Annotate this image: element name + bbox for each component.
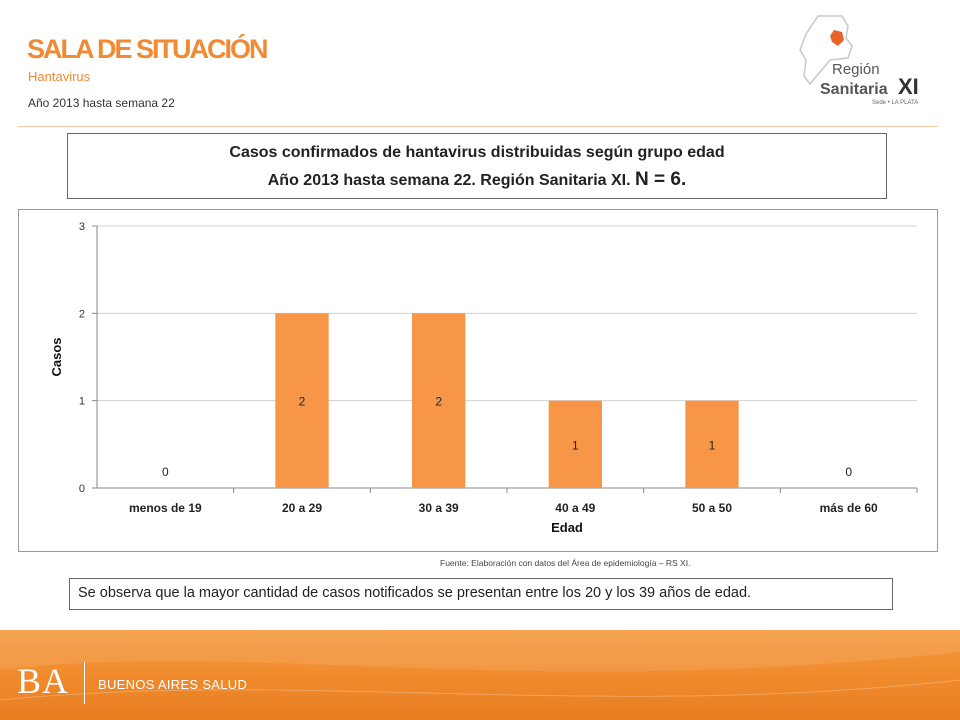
- bar: [275, 313, 329, 488]
- observation-text: Se observa que la mayor cantidad de caso…: [78, 585, 752, 601]
- data-label: 1: [709, 438, 716, 452]
- x-tick-label: 30 a 39: [419, 501, 459, 515]
- bar: [412, 313, 466, 488]
- data-label: 0: [845, 465, 852, 479]
- x-axis-label: Edad: [551, 520, 583, 535]
- chart-title: Casos confirmados de hantavirus distribu…: [229, 144, 725, 161]
- data-label: 1: [572, 438, 579, 452]
- x-tick-label: 20 a 29: [282, 501, 322, 515]
- y-axis-label: Casos: [49, 337, 64, 376]
- province-map-icon: [799, 15, 853, 86]
- chart-frame: 0 1 2 3 0 menos de 19 2 20 a 29 2 30 a 39 1 40 a 49…: [18, 209, 938, 552]
- footer-brand: BA: [17, 661, 70, 701]
- observation-box: Se observa que la mayor cantidad de caso…: [69, 578, 893, 610]
- bar-chart: 0 1 2 3 0 menos de 19 2 20 a 29 2 30 a 39 1 40 a 49…: [49, 221, 918, 535]
- chart-title-line2: Año 2013 hasta semana 22. Región Sanitar…: [68, 169, 886, 191]
- chart-title-n: N = 6.: [635, 169, 687, 190]
- region-highlight-icon: [830, 30, 844, 46]
- page-subtitle: Hantavirus: [28, 69, 91, 84]
- logo-line1: Región: [832, 61, 880, 78]
- chart-title-box: Casos confirmados de hantavirus distribu…: [67, 133, 887, 199]
- region-logo: Región Sanitaria XI Sede • LA PLATA: [799, 15, 919, 106]
- source-note: Fuente: Elaboración con datos del Área d…: [440, 558, 691, 568]
- y-tick-label: 3: [79, 221, 85, 233]
- logo-tagline: Sede • LA PLATA: [872, 100, 918, 106]
- footer: BA BUENOS AIRES SALUD: [0, 630, 960, 720]
- footer-wave-decoration: [0, 630, 960, 701]
- page-period: Año 2013 hasta semana 22: [28, 96, 175, 110]
- x-tick-label: menos de 19: [129, 501, 202, 515]
- data-label: 2: [435, 395, 442, 409]
- y-tick-label: 2: [79, 308, 85, 320]
- bar: [548, 400, 602, 488]
- footer-org-name: BUENOS AIRES SALUD: [98, 677, 248, 692]
- logo-line2: Sanitaria: [820, 81, 888, 98]
- page-title: SALA DE SITUACIÓN: [27, 34, 269, 64]
- x-tick-label: más de 60: [820, 501, 878, 515]
- y-tick-label: 0: [79, 483, 85, 495]
- footer-divider: [84, 662, 85, 704]
- logo-numeral: XI: [898, 74, 919, 99]
- bar: [685, 400, 739, 488]
- header-divider: [18, 126, 938, 127]
- x-tick-label: 40 a 49: [555, 501, 595, 515]
- chart-title-period: Año 2013 hasta semana 22. Región Sanitar…: [267, 172, 631, 189]
- y-tick-label: 1: [79, 396, 85, 408]
- data-label: 0: [162, 465, 169, 479]
- data-label: 2: [299, 395, 306, 409]
- x-tick-label: 50 a 50: [692, 501, 732, 515]
